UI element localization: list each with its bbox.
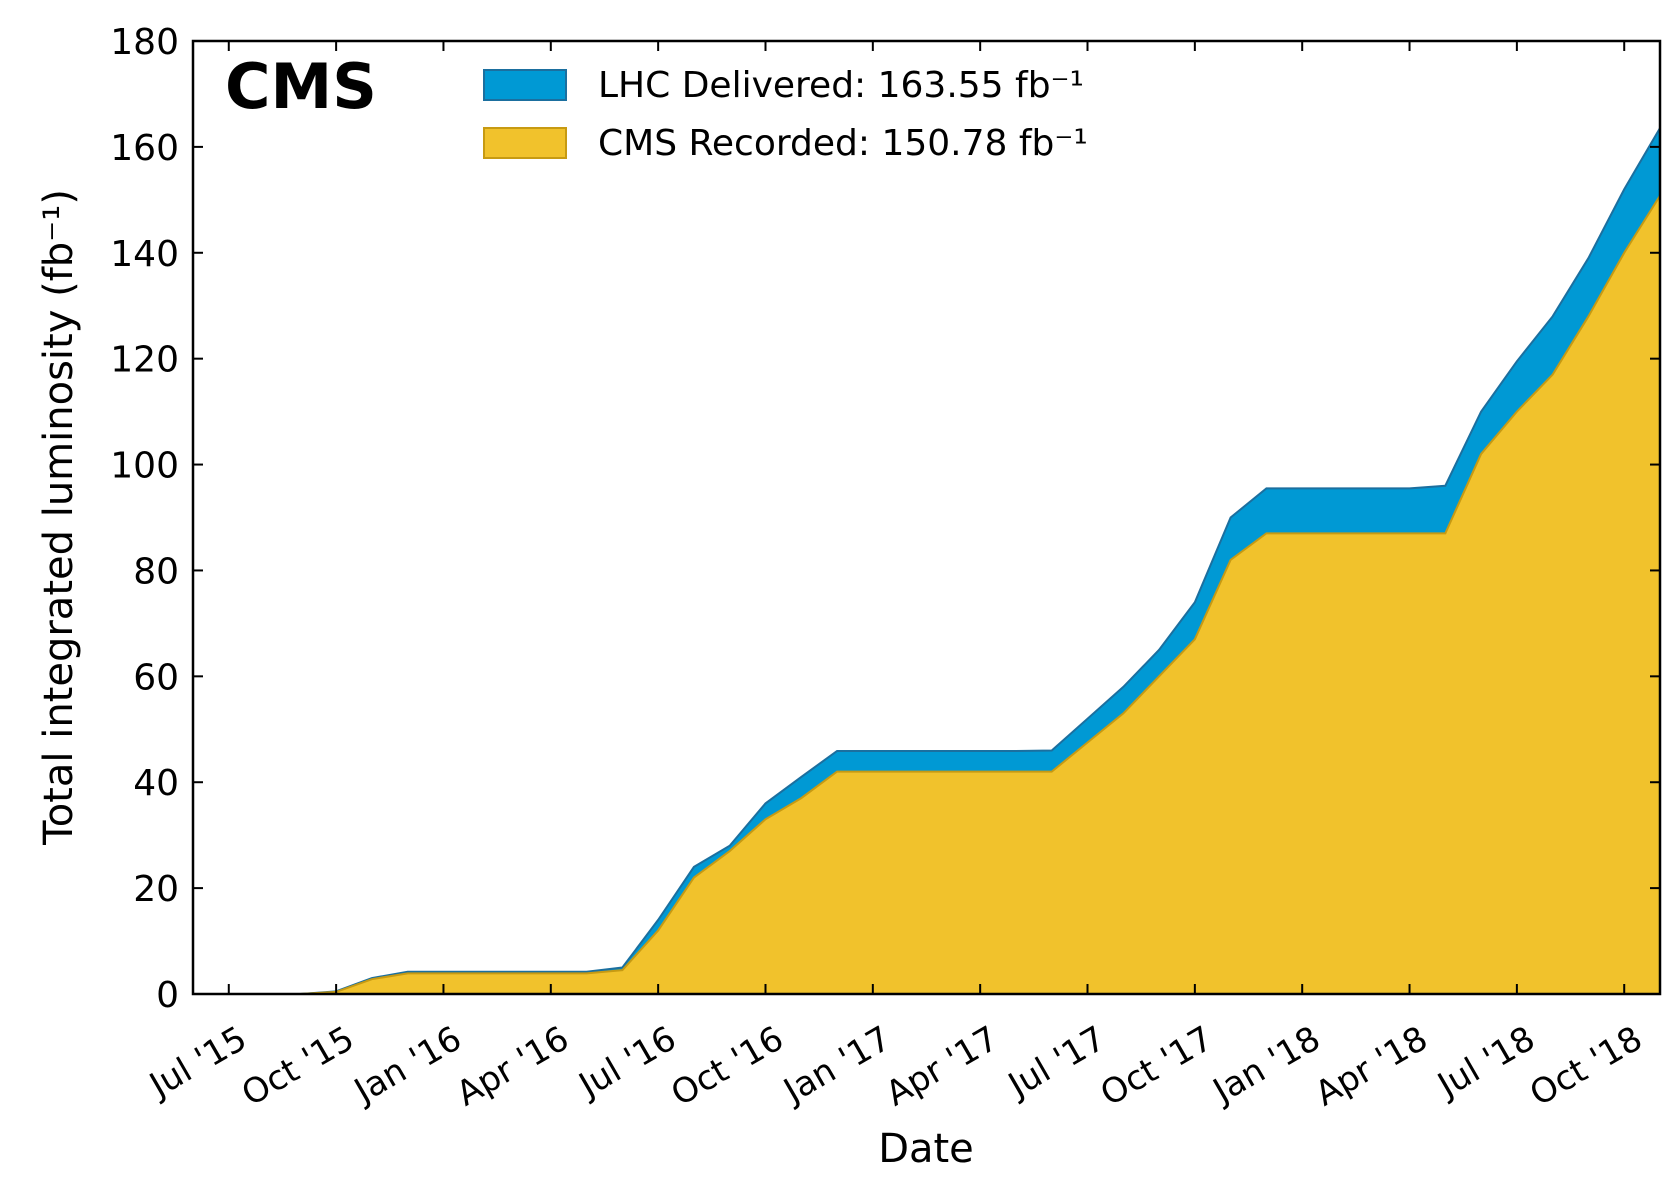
y-tick-label: 160	[110, 128, 179, 169]
x-tick-label: Jul '18	[1430, 1019, 1542, 1107]
y-tick-label: 120	[110, 340, 179, 381]
legend-swatch	[483, 127, 567, 159]
x-tick-label: Oct '17	[1094, 1019, 1220, 1115]
x-tick-label: Jul '17	[1000, 1019, 1112, 1107]
y-tick-label: 20	[133, 869, 179, 910]
y-tick-label: 60	[133, 657, 179, 698]
x-tick-label: Jul '15	[141, 1019, 253, 1107]
y-axis-label: Total integrated luminosity (fb⁻¹)	[36, 189, 82, 846]
x-tick-label: Oct '18	[1523, 1019, 1649, 1115]
area	[228, 192, 1661, 995]
annotation: CMS	[225, 50, 377, 123]
y-tick-label: 100	[110, 446, 179, 487]
legend-swatch	[483, 69, 567, 101]
y-tick-label: 0	[156, 975, 179, 1016]
x-tick-label: Jul '16	[571, 1019, 683, 1107]
legend-label: LHC Delivered: 163.55 fb⁻¹	[598, 65, 1084, 106]
x-tick-label: Jan '16	[346, 1019, 468, 1113]
x-tick-label: Jan '18	[1205, 1019, 1327, 1113]
x-tick-label: Oct '15	[235, 1019, 361, 1115]
legend-label: CMS Recorded: 150.78 fb⁻¹	[598, 123, 1088, 164]
y-tick-label: 140	[110, 234, 179, 275]
x-tick-label: Jan '17	[776, 1019, 898, 1113]
plot-frame	[191, 39, 1662, 996]
x-tick-label: Apr '17	[879, 1019, 1005, 1115]
y-tick-label: 40	[133, 763, 179, 804]
x-axis-label: Date	[878, 1126, 974, 1172]
x-tick-label: Apr '18	[1309, 1019, 1435, 1115]
y-tick-label: 80	[133, 551, 179, 592]
x-tick-label: Oct '16	[665, 1019, 791, 1115]
y-tick-label: 180	[110, 22, 179, 63]
x-tick-label: Apr '16	[450, 1019, 576, 1115]
